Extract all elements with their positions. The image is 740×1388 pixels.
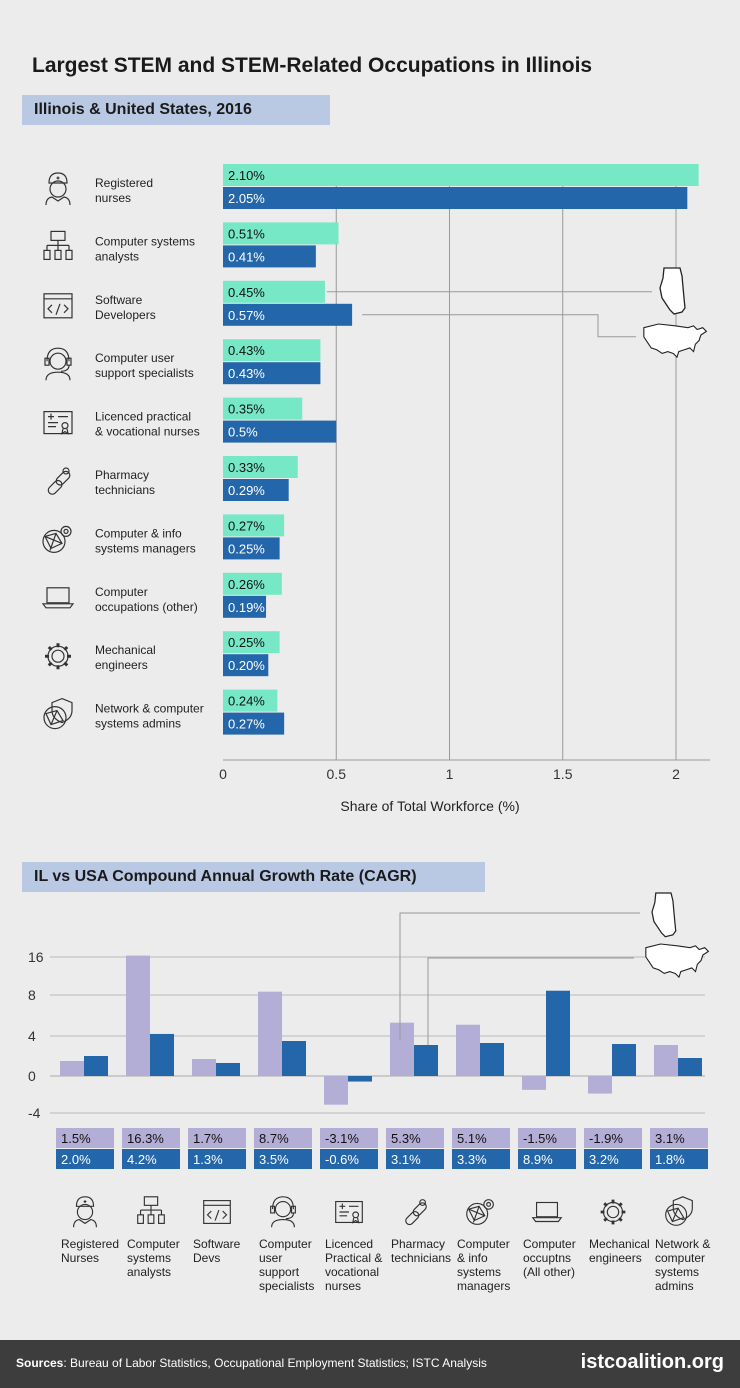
category-label: Software Devs: [193, 1237, 241, 1265]
bar-illinois: [126, 956, 150, 1076]
data-label: 8.7%: [259, 1131, 289, 1146]
data-label: 5.1%: [457, 1131, 487, 1146]
footer: Sources: Bureau of Labor Statistics, Occ…: [0, 1340, 740, 1388]
bar-illinois: [456, 1025, 480, 1076]
sources-label: Sources: [16, 1356, 63, 1370]
gear-icon: [601, 1200, 626, 1225]
y-tick-label: 4: [28, 1028, 36, 1044]
category-label: Registered Nurses: [61, 1237, 119, 1265]
data-label: -1.9%: [589, 1131, 623, 1146]
category-label: Computer occuptns (All other): [523, 1237, 576, 1279]
bar-usa: [150, 1034, 174, 1076]
category-label: Mechanical engineers: [589, 1237, 650, 1265]
bar-usa: [348, 1076, 372, 1082]
data-label: 3.1%: [655, 1131, 685, 1146]
bar-usa: [414, 1045, 438, 1076]
category-label: Network & computer systems admins: [655, 1237, 710, 1293]
sources-note: Sources: Bureau of Labor Statistics, Occ…: [16, 1356, 487, 1370]
brand-link[interactable]: istcoalition.org: [581, 1351, 724, 1374]
data-label: 16.3%: [127, 1131, 164, 1146]
data-label: 1.8%: [655, 1152, 685, 1167]
data-label: 3.1%: [391, 1152, 421, 1167]
bar-illinois: [390, 1023, 414, 1076]
certificate-icon: [336, 1202, 363, 1223]
illinois-map-icon: [652, 893, 676, 937]
data-label: 1.5%: [61, 1131, 91, 1146]
y-tick-label: 16: [28, 949, 44, 965]
bar-illinois: [324, 1076, 348, 1105]
bar-usa: [216, 1063, 240, 1076]
y-tick-label: 0: [28, 1068, 36, 1084]
pills-icon: [404, 1200, 428, 1226]
data-label: 4.2%: [127, 1152, 157, 1167]
bar-usa: [282, 1041, 306, 1076]
bar-usa: [678, 1058, 702, 1076]
data-label: 5.3%: [391, 1131, 421, 1146]
data-label: 3.5%: [259, 1152, 289, 1167]
data-label: -1.5%: [523, 1131, 557, 1146]
data-label: 1.3%: [193, 1152, 223, 1167]
code-window-icon: [204, 1201, 231, 1224]
headset-support-icon: [271, 1197, 296, 1227]
data-label: 3.2%: [589, 1152, 619, 1167]
bar-illinois: [654, 1045, 678, 1076]
data-label: 3.3%: [457, 1152, 487, 1167]
bar-illinois: [192, 1059, 216, 1076]
category-label: Computer systems analysts: [127, 1237, 180, 1279]
category-label: Pharmacy technicians: [391, 1237, 451, 1265]
category-label: Licenced Practical & vocational nurses: [325, 1237, 382, 1293]
category-label: Computer user support specialists: [259, 1237, 314, 1293]
bar-usa: [612, 1044, 636, 1076]
bar-usa: [480, 1043, 504, 1076]
laptop-icon: [533, 1203, 562, 1222]
sources-text: : Bureau of Labor Statistics, Occupation…: [63, 1356, 487, 1370]
network-diagram-icon: [138, 1197, 165, 1224]
bar-illinois: [60, 1061, 84, 1076]
bar-illinois: [258, 992, 282, 1076]
bar-usa: [546, 991, 570, 1076]
bar-usa: [84, 1056, 108, 1076]
gear-network-icon: [467, 1200, 494, 1225]
bar-illinois: [522, 1076, 546, 1090]
data-label: 1.7%: [193, 1131, 223, 1146]
cagr-chart: -4 0 4 8 16 1.5% 2.0% Registered Nurses 16.3% 4.2%…: [0, 0, 740, 1340]
shield-network-icon: [666, 1197, 693, 1226]
leader-line: [400, 913, 640, 1040]
bar-illinois: [588, 1076, 612, 1094]
data-label: 8.9%: [523, 1152, 553, 1167]
data-label: -0.6%: [325, 1152, 359, 1167]
nurse-icon: [74, 1197, 97, 1227]
data-label: -3.1%: [325, 1131, 359, 1146]
data-label: 2.0%: [61, 1152, 91, 1167]
category-label: Computer & info systems managers: [457, 1237, 510, 1293]
y-tick-label: -4: [28, 1105, 41, 1121]
usa-map-icon: [646, 944, 709, 977]
y-tick-label: 8: [28, 987, 36, 1003]
